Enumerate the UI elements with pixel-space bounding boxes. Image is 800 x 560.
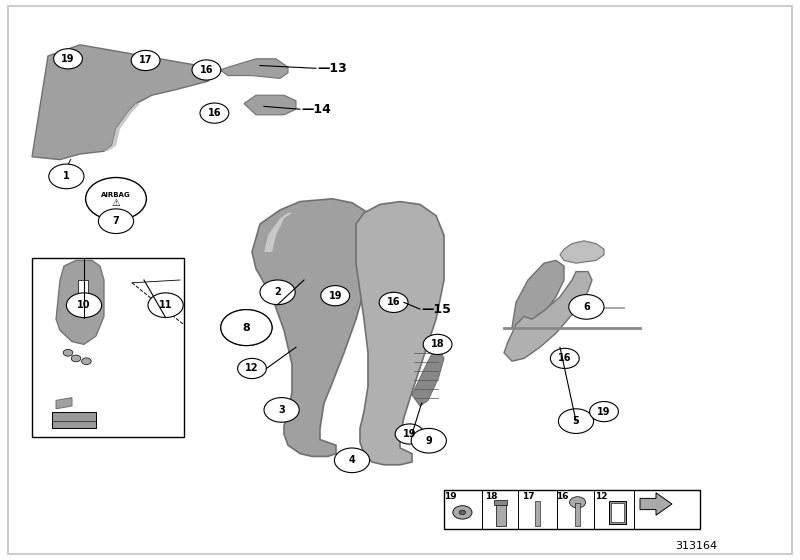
Bar	[496, 504, 506, 526]
Circle shape	[423, 334, 452, 354]
Text: 2: 2	[274, 287, 281, 297]
Circle shape	[54, 49, 82, 69]
Bar	[535, 501, 540, 526]
Text: ⚠: ⚠	[112, 198, 120, 208]
Polygon shape	[56, 398, 72, 409]
Circle shape	[395, 424, 424, 444]
Circle shape	[82, 358, 91, 365]
Polygon shape	[356, 202, 444, 465]
Text: 17: 17	[522, 492, 534, 501]
Circle shape	[334, 448, 370, 473]
Polygon shape	[104, 104, 140, 151]
Bar	[611, 503, 624, 522]
Circle shape	[238, 358, 266, 379]
Polygon shape	[504, 272, 592, 361]
Text: 16: 16	[200, 65, 213, 75]
Polygon shape	[252, 199, 368, 456]
Text: AIRBAG: AIRBAG	[101, 192, 131, 198]
Text: 10: 10	[78, 300, 90, 310]
Text: 5: 5	[573, 416, 579, 426]
Circle shape	[221, 310, 272, 346]
Text: 18: 18	[485, 492, 498, 501]
Circle shape	[200, 103, 229, 123]
Circle shape	[260, 280, 295, 305]
Circle shape	[570, 497, 586, 508]
Circle shape	[569, 295, 604, 319]
Text: 16: 16	[558, 353, 571, 363]
Text: 8: 8	[242, 323, 250, 333]
Circle shape	[131, 50, 160, 71]
Circle shape	[590, 402, 618, 422]
Bar	[575, 503, 580, 526]
Circle shape	[148, 293, 183, 318]
Text: 17: 17	[139, 55, 152, 66]
Bar	[444, 490, 700, 529]
Text: 7: 7	[113, 216, 119, 226]
Polygon shape	[288, 202, 364, 238]
Text: 16: 16	[387, 297, 400, 307]
Circle shape	[192, 60, 221, 80]
Text: 19: 19	[62, 54, 74, 64]
Text: 11: 11	[159, 300, 172, 310]
Text: 19: 19	[444, 492, 457, 501]
Text: 16: 16	[556, 492, 569, 501]
Text: —14: —14	[302, 102, 331, 116]
Polygon shape	[412, 347, 444, 406]
Circle shape	[63, 349, 73, 356]
Bar	[609, 501, 626, 524]
Polygon shape	[244, 95, 296, 115]
Text: 4: 4	[349, 455, 355, 465]
Circle shape	[550, 348, 579, 368]
Text: 6: 6	[583, 302, 590, 312]
Polygon shape	[264, 213, 292, 252]
Circle shape	[321, 286, 350, 306]
Text: 19: 19	[329, 291, 342, 301]
Text: 9: 9	[426, 436, 432, 446]
Circle shape	[379, 292, 408, 312]
Text: 19: 19	[403, 429, 416, 439]
Polygon shape	[494, 500, 507, 505]
Text: 3: 3	[278, 405, 285, 415]
Bar	[78, 280, 88, 314]
Text: 18: 18	[430, 339, 445, 349]
Circle shape	[558, 409, 594, 433]
Circle shape	[411, 428, 446, 453]
Circle shape	[459, 510, 466, 515]
Circle shape	[206, 106, 226, 120]
Bar	[32, 258, 184, 437]
Polygon shape	[56, 260, 104, 344]
Polygon shape	[512, 260, 564, 330]
Circle shape	[86, 178, 146, 220]
Polygon shape	[238, 319, 258, 336]
Polygon shape	[220, 59, 288, 78]
Polygon shape	[560, 241, 604, 263]
Circle shape	[71, 355, 81, 362]
Circle shape	[264, 398, 299, 422]
Text: 12: 12	[594, 492, 607, 501]
Circle shape	[66, 293, 102, 318]
Polygon shape	[640, 493, 672, 515]
Text: —15: —15	[422, 302, 451, 316]
Bar	[52, 412, 96, 428]
Polygon shape	[32, 45, 216, 160]
Text: 16: 16	[208, 108, 221, 118]
Circle shape	[221, 310, 272, 346]
Text: 1: 1	[63, 171, 70, 181]
Text: —13: —13	[318, 62, 347, 75]
Circle shape	[453, 506, 472, 519]
Circle shape	[49, 164, 84, 189]
Text: 313164: 313164	[675, 541, 717, 551]
Text: 12: 12	[246, 363, 258, 374]
Circle shape	[98, 209, 134, 234]
Text: 19: 19	[598, 407, 610, 417]
